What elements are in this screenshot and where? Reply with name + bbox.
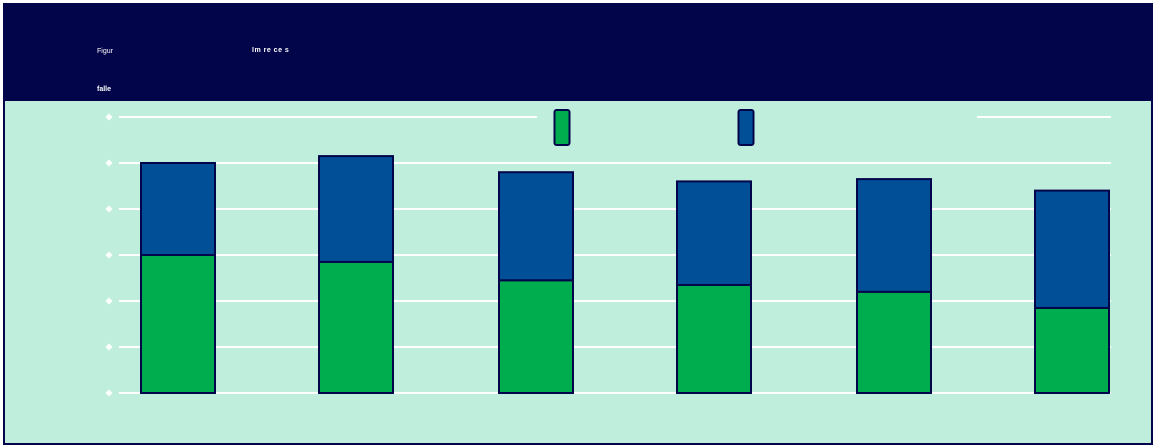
chart-title: Im re ce s bbox=[252, 47, 290, 54]
chart-subtitle: falle bbox=[97, 86, 112, 93]
figure-label: Figur bbox=[97, 48, 113, 55]
legend-swatch-blue bbox=[737, 109, 755, 146]
bar-segment-blue bbox=[498, 171, 574, 282]
y-tick-marker bbox=[105, 297, 113, 305]
bar-segment-blue bbox=[140, 162, 216, 256]
bar-segment-green bbox=[856, 290, 932, 394]
bar-segment-green bbox=[498, 279, 574, 394]
bar-segment-blue bbox=[1034, 189, 1110, 309]
bar-segment-green bbox=[676, 283, 752, 394]
y-tick-marker bbox=[105, 343, 113, 351]
legend-swatch-green bbox=[553, 109, 571, 146]
y-tick-marker bbox=[105, 251, 113, 259]
bar-segment-blue bbox=[676, 180, 752, 286]
bar-segment-blue bbox=[856, 178, 932, 293]
stacked-bar-chart bbox=[105, 109, 1111, 397]
bar-segment-green bbox=[140, 254, 216, 394]
bar-segment-green bbox=[1034, 306, 1110, 394]
bar-segment-green bbox=[318, 260, 394, 394]
chart-frame: Figur Im re ce s falle bbox=[3, 3, 1153, 445]
y-tick-marker bbox=[105, 113, 113, 121]
bar-segment-blue bbox=[318, 155, 394, 263]
y-tick-marker bbox=[105, 389, 113, 397]
y-tick-marker bbox=[105, 159, 113, 167]
chart-header: Figur Im re ce s falle bbox=[5, 5, 1151, 101]
y-tick-marker bbox=[105, 205, 113, 213]
